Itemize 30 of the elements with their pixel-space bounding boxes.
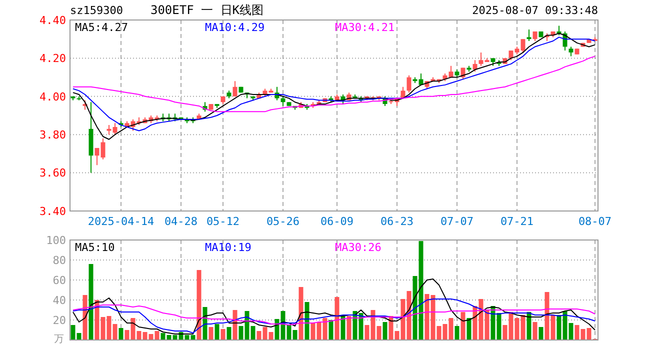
- text: MA5:4.27: [75, 21, 128, 34]
- x-tick-label: 08-07: [578, 215, 612, 228]
- text: 2025-08-07 09:33:48: [472, 4, 598, 17]
- x-tick-label: 04-28: [164, 215, 198, 228]
- text: MA10:19: [205, 241, 252, 254]
- y-tick-label: 80: [52, 254, 66, 267]
- x-tick-label: 05-12: [206, 215, 240, 228]
- y-tick-label: 4.00: [40, 90, 66, 104]
- x-tick-label: 06-23: [380, 215, 414, 228]
- y-tick-label: 3.80: [40, 128, 66, 142]
- y-tick-label: 60: [52, 274, 66, 287]
- y-tick-label: 3.40: [40, 204, 66, 218]
- text: MA30:4.21: [335, 21, 395, 34]
- y-tick-label: 3.60: [40, 166, 66, 180]
- x-tick-label: 2025-04-14: [88, 215, 154, 228]
- y-tick-label: 4.20: [40, 52, 66, 66]
- chart-subtitle: sz159300: [70, 4, 123, 17]
- y-axis-title: 万: [54, 334, 64, 345]
- y-tick-label: 40: [52, 294, 66, 307]
- x-tick-label: 07-21: [500, 215, 534, 228]
- text: MA5:10: [75, 241, 115, 254]
- x-tick-label: 05-26: [266, 215, 300, 228]
- text: MA10:4.29: [205, 21, 265, 34]
- y-tick-label: 100: [46, 234, 66, 247]
- text: MA30:26: [335, 241, 382, 254]
- x-tick-label: 06-09: [320, 215, 354, 228]
- chart-title: 300ETF 一 日K线图: [150, 3, 264, 17]
- x-tick-label: 07-07: [440, 215, 474, 228]
- y-tick-label: 20: [52, 314, 66, 327]
- y-tick-label: 4.40: [40, 14, 66, 27]
